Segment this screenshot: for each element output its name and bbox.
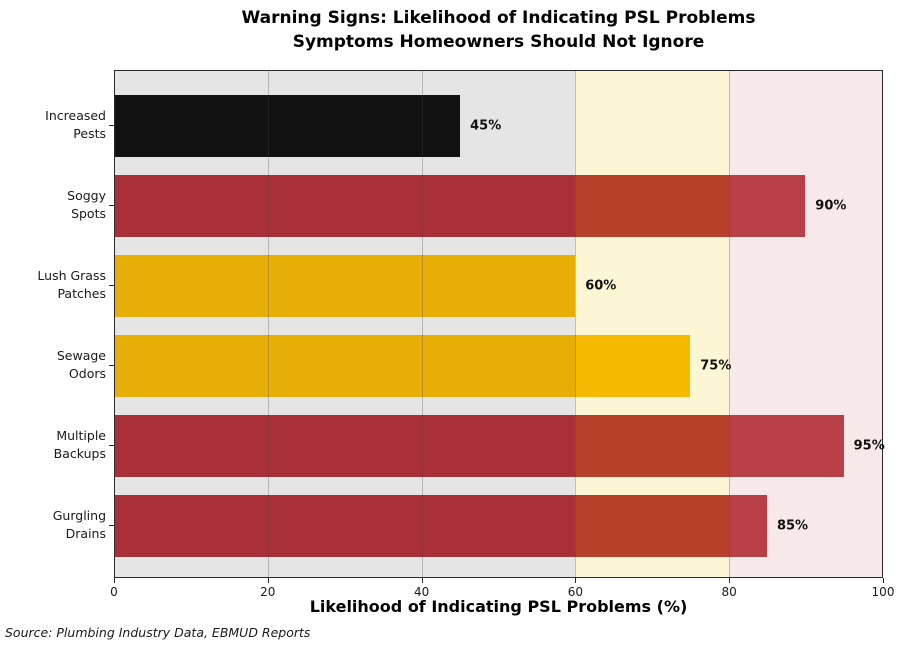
- y-tick: [109, 285, 114, 286]
- bar-soggy-spots: [115, 175, 806, 237]
- bar-sewage-odors: [115, 335, 691, 397]
- category-label: Sewage Odors: [56, 347, 106, 381]
- chart-title-line2: Symptoms Homeowners Should Not Ignore: [292, 32, 705, 52]
- x-tick: [421, 578, 423, 583]
- value-label: 85%: [776, 518, 809, 534]
- x-tick-label: 80: [721, 585, 737, 599]
- x-tick: [575, 578, 577, 583]
- source-note: Source: Plumbing Industry Data, EBMUD Re…: [5, 625, 311, 640]
- value-label: 95%: [853, 438, 885, 454]
- x-tick-label: 60: [567, 585, 584, 599]
- gridline: [728, 71, 730, 577]
- y-tick: [109, 365, 114, 366]
- x-tick-label: 40: [413, 585, 430, 599]
- gridline: [268, 71, 270, 577]
- value-label: 75%: [700, 358, 732, 374]
- chart-title: Warning Signs: Likelihood of Indicating …: [114, 6, 883, 54]
- y-tick: [109, 445, 114, 446]
- value-label: 60%: [585, 278, 617, 294]
- bar-gurgling-drains: [115, 495, 767, 557]
- x-tick-label: 100: [871, 585, 895, 599]
- x-tick: [114, 578, 115, 583]
- x-tick: [883, 578, 884, 583]
- x-axis-label: Likelihood of Indicating PSL Problems (%…: [309, 597, 688, 616]
- y-tick: [109, 125, 114, 126]
- x-tick: [729, 578, 731, 583]
- x-tick-label: 20: [260, 585, 276, 599]
- value-label: 90%: [815, 198, 847, 214]
- category-label: Increased Pests: [45, 107, 106, 141]
- x-tick: [267, 578, 269, 583]
- x-tick-label: 0: [110, 585, 118, 599]
- gridline: [575, 71, 577, 577]
- category-label: Lush Grass Patches: [37, 267, 106, 301]
- category-label: Multiple Backups: [53, 427, 106, 461]
- category-label: Gurgling Drains: [52, 507, 106, 541]
- bar-multiple-backups: [115, 415, 844, 477]
- chart-title-line1: Warning Signs: Likelihood of Indicating …: [241, 8, 756, 28]
- bar-increased-pests: [115, 95, 461, 157]
- gridline: [421, 71, 423, 577]
- bar-lush-grass-patches: [115, 255, 576, 317]
- y-tick: [109, 205, 114, 206]
- category-label: Soggy Spots: [67, 187, 106, 221]
- background-zone: [728, 71, 882, 577]
- plot-area: 45% 90% 60% 75% 95% 85%: [114, 70, 885, 578]
- value-label: 45%: [470, 118, 502, 134]
- background-zone: [575, 71, 729, 577]
- y-tick: [109, 525, 114, 526]
